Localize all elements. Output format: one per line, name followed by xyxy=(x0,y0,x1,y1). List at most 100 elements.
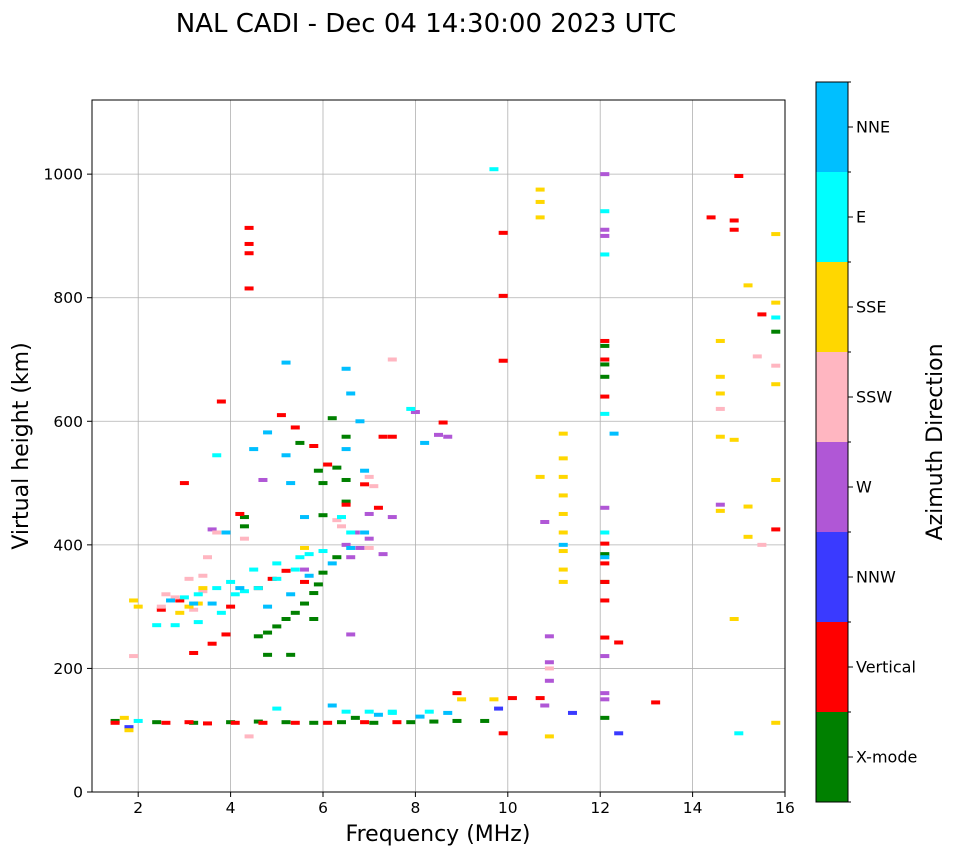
data-point xyxy=(771,477,781,482)
data-point xyxy=(184,720,194,725)
data-point xyxy=(318,481,328,486)
data-point xyxy=(290,720,300,725)
colorbar-segment xyxy=(816,172,848,262)
series-ssw xyxy=(129,354,781,739)
data-point xyxy=(263,630,273,635)
x-tick-label: 10 xyxy=(498,799,518,817)
data-point xyxy=(281,360,291,365)
data-point xyxy=(175,610,185,615)
data-point xyxy=(309,591,319,596)
data-point xyxy=(457,697,467,702)
data-point xyxy=(336,515,346,520)
data-point xyxy=(133,604,143,609)
data-point xyxy=(600,209,610,214)
data-point xyxy=(452,718,462,723)
data-point xyxy=(443,710,453,715)
data-point xyxy=(318,513,328,518)
data-point xyxy=(239,524,249,529)
data-point xyxy=(600,227,610,232)
data-point xyxy=(253,719,263,724)
data-marks xyxy=(110,167,781,739)
data-point xyxy=(771,363,781,368)
data-point xyxy=(184,604,194,609)
data-point xyxy=(373,505,383,510)
data-point xyxy=(239,589,249,594)
data-point xyxy=(309,617,319,621)
data-point xyxy=(346,545,356,550)
data-point xyxy=(600,555,610,560)
data-point xyxy=(230,720,240,725)
data-point xyxy=(771,315,781,320)
data-point xyxy=(336,720,346,725)
data-point xyxy=(600,172,610,177)
data-point xyxy=(600,715,610,720)
data-point xyxy=(226,579,236,584)
y-tick-label: 200 xyxy=(53,660,83,678)
data-point xyxy=(249,567,259,572)
data-point xyxy=(729,227,739,232)
data-point xyxy=(373,712,383,717)
data-point xyxy=(715,502,725,507)
data-point xyxy=(544,734,554,739)
data-point xyxy=(743,534,753,539)
data-point xyxy=(424,709,434,714)
chart-title: NAL CADI - Dec 04 14:30:00 2023 UTC xyxy=(176,9,676,39)
data-point xyxy=(189,720,199,725)
grid-lines xyxy=(92,100,786,793)
data-point xyxy=(230,592,240,597)
data-point xyxy=(452,691,462,696)
y-tick-label: 800 xyxy=(53,289,83,307)
data-point xyxy=(369,720,379,725)
data-point xyxy=(203,721,212,726)
data-point xyxy=(378,552,388,557)
data-point xyxy=(281,720,291,725)
data-point xyxy=(286,652,296,657)
data-point xyxy=(179,595,189,600)
data-point xyxy=(355,545,365,550)
colorbar-segment xyxy=(816,82,848,172)
data-point xyxy=(364,709,374,714)
data-point xyxy=(600,505,610,510)
data-point xyxy=(346,555,356,560)
data-point xyxy=(558,474,568,479)
data-point xyxy=(281,568,291,573)
data-point xyxy=(318,549,328,554)
data-point xyxy=(295,440,305,445)
data-point xyxy=(212,586,222,591)
data-point xyxy=(558,431,568,436)
data-point xyxy=(276,413,286,418)
data-point xyxy=(364,545,374,550)
data-point xyxy=(771,232,781,237)
data-point xyxy=(323,720,333,725)
x-axis-ticks: 2 4 6 8 10 12 14 16 xyxy=(133,792,795,817)
data-point xyxy=(341,709,351,714)
data-point xyxy=(498,358,508,363)
data-point xyxy=(614,640,624,645)
data-point xyxy=(207,527,217,532)
plot-area: 2 4 6 8 10 12 14 16 0 200 400 600 800 1000 xyxy=(44,99,795,817)
data-point xyxy=(540,519,550,524)
series-x-mode xyxy=(110,329,781,725)
data-point xyxy=(415,714,425,719)
data-point xyxy=(600,530,610,535)
data-point xyxy=(743,504,753,509)
data-point xyxy=(272,706,282,711)
data-point xyxy=(300,579,310,584)
data-point xyxy=(438,420,448,425)
data-point xyxy=(609,431,619,436)
data-point xyxy=(420,440,430,445)
data-point xyxy=(369,484,379,489)
data-point xyxy=(152,623,162,628)
data-point xyxy=(281,453,291,458)
data-point xyxy=(600,362,610,367)
data-point xyxy=(175,598,185,603)
data-point xyxy=(207,601,217,606)
data-point xyxy=(715,374,725,379)
data-point xyxy=(743,283,753,288)
data-point xyxy=(600,697,610,702)
x-tick-label: 2 xyxy=(133,799,143,817)
data-point xyxy=(272,576,282,581)
data-point xyxy=(235,511,245,516)
data-point xyxy=(290,567,300,572)
colorbar-tick-label: Vertical xyxy=(856,658,916,677)
